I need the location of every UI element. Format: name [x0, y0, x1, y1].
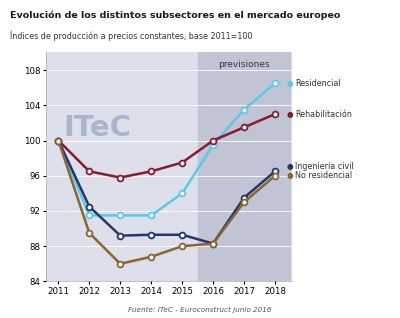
- Text: ●: ●: [286, 79, 293, 88]
- Text: previsiones: previsiones: [218, 59, 270, 68]
- Text: Ingeniería civil: Ingeniería civil: [295, 162, 354, 171]
- Bar: [198, 52, 290, 281]
- Text: ●: ●: [286, 162, 293, 171]
- Text: ITeC: ITeC: [64, 114, 132, 142]
- Text: No residencial: No residencial: [295, 171, 352, 180]
- Text: Índices de producción a precios constantes, base 2011=100: Índices de producción a precios constant…: [10, 31, 252, 41]
- Text: Residencial: Residencial: [295, 79, 341, 88]
- Text: ●: ●: [286, 110, 293, 119]
- Text: ●: ●: [286, 171, 293, 180]
- Text: Evolución de los distintos subsectores en el mercado europeo: Evolución de los distintos subsectores e…: [10, 11, 340, 20]
- Text: Fuente: ITeC - Euroconstruct junio 2016: Fuente: ITeC - Euroconstruct junio 2016: [128, 307, 272, 313]
- Text: Rehabilitación: Rehabilitación: [295, 110, 352, 119]
